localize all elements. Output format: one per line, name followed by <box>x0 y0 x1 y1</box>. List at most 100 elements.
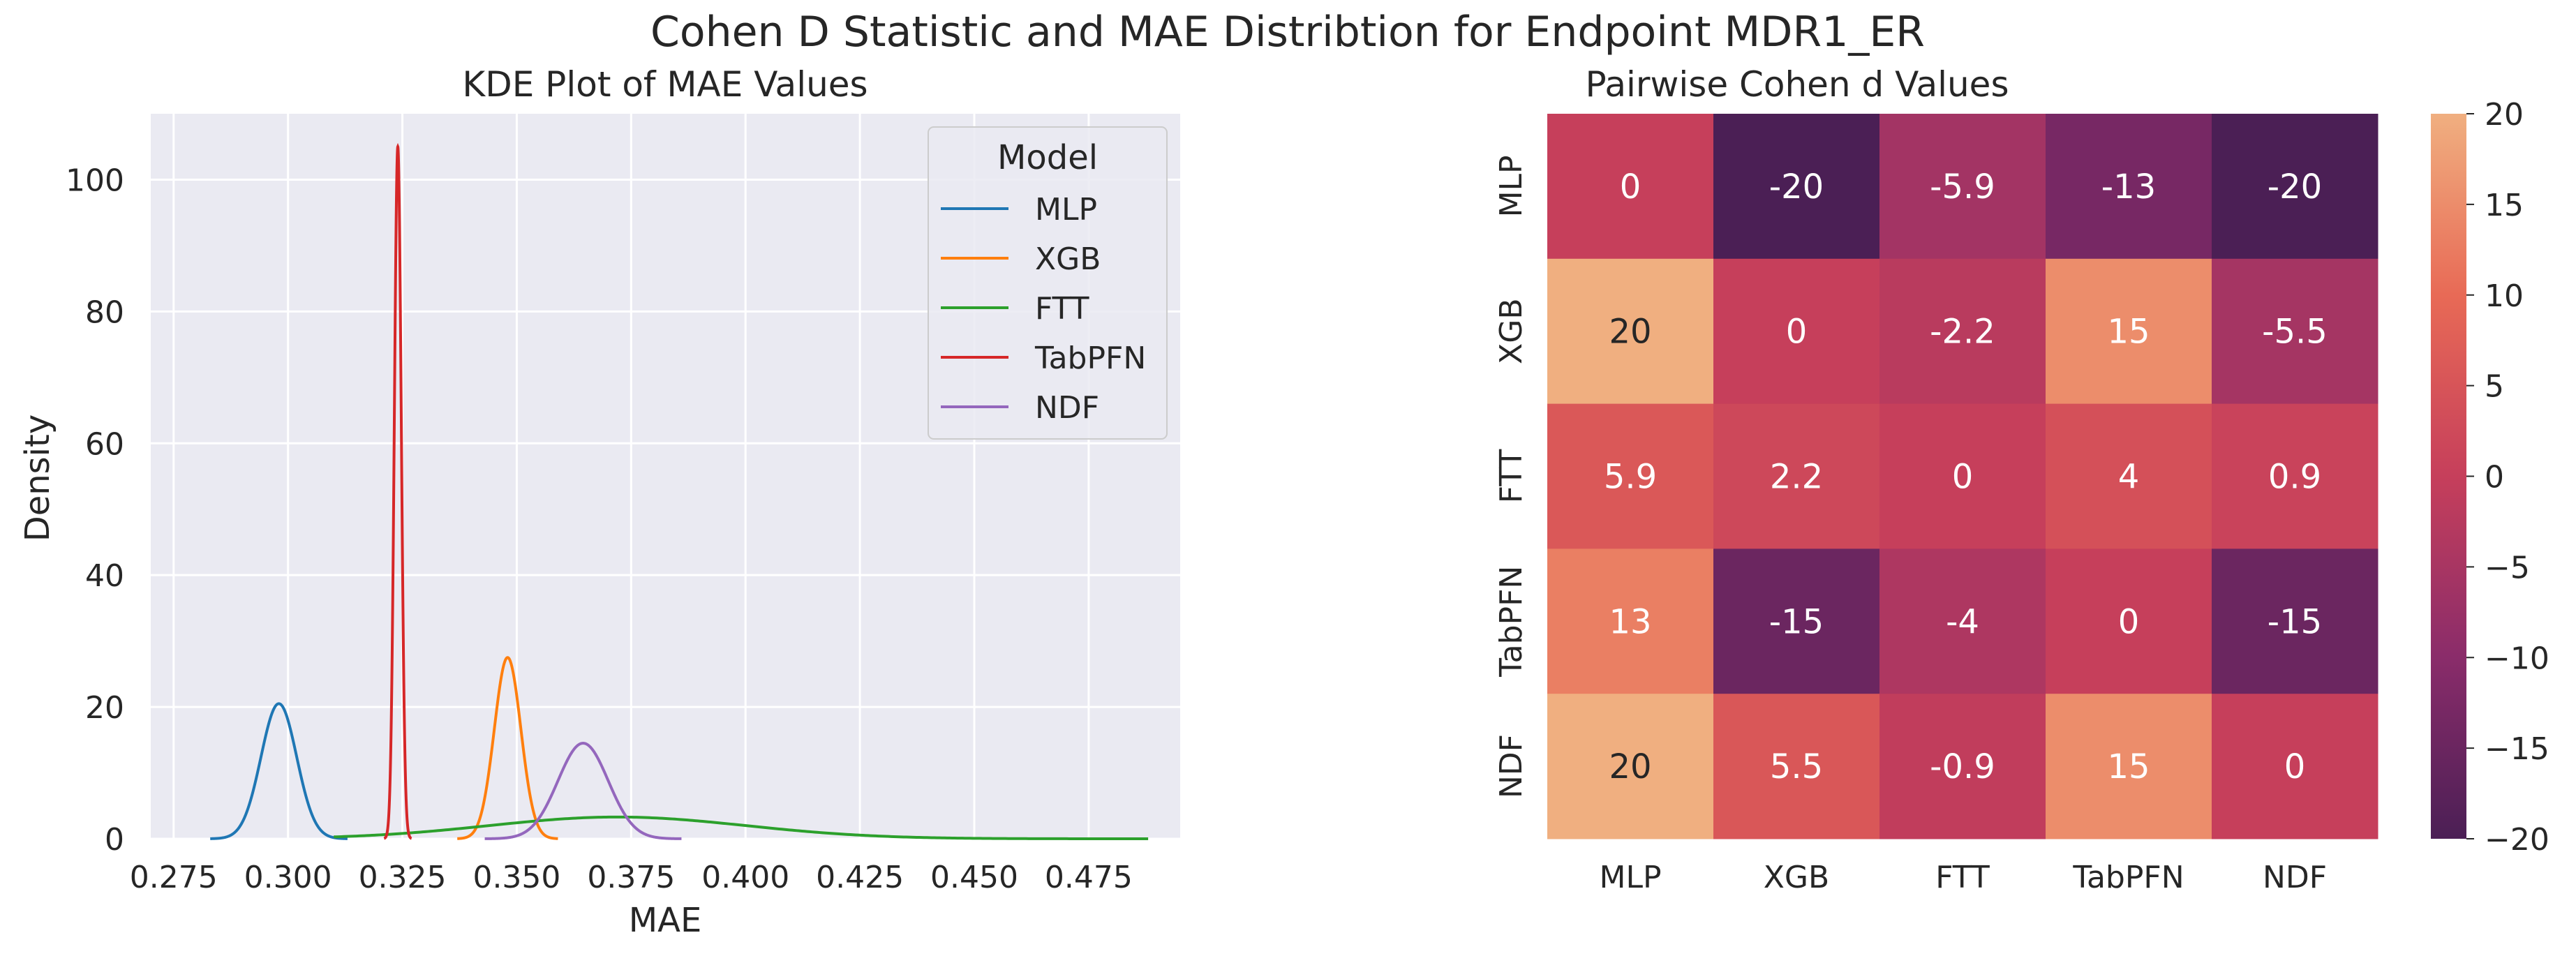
kde-x-tick-label: 0.275 <box>130 860 218 895</box>
colorbar-tick-label: −20 <box>2485 822 2549 858</box>
kde-line-tabpfn <box>383 142 412 840</box>
heatmap-column-label: TabPFN <box>2072 860 2184 895</box>
colorbar-tick-label: 5 <box>2485 369 2504 405</box>
heatmap-cell-value: 13 <box>1609 602 1651 641</box>
kde-x-ticks: 0.275 0.300 0.325 0.350 0.375 0.400 0.425 0.450… <box>130 860 1133 895</box>
kde-title: KDE Plot of MAE Values <box>462 64 868 105</box>
heatmap-cell-value: 0.9 <box>2268 458 2321 497</box>
heatmap-cell-value: -20 <box>2268 167 2322 207</box>
heatmap-cells: 0 -20 -5.9 -13 -20 20 0 -2.2 15 -5.5 5.9 2.2 0 4 0.9 13… <box>1547 114 2378 839</box>
kde-line-mlp <box>210 702 348 840</box>
heatmap-cell-ftt-ftt <box>1879 403 2046 549</box>
heatmap-cell-ndf-xgb <box>1713 694 1880 839</box>
kde-y-tick-label: 100 <box>66 163 124 198</box>
heatmap-column-label: XGB <box>1764 860 1829 895</box>
colorbar <box>2431 114 2466 839</box>
heatmap-cell-value: 5.5 <box>1770 747 1823 786</box>
kde-y-tick-label: 20 <box>85 690 124 726</box>
colorbar-tick-label: −5 <box>2485 550 2530 585</box>
kde-line-xgb <box>457 656 558 840</box>
heatmap-cell-tabpfn-xgb <box>1713 548 1880 694</box>
kde-line-ftt <box>334 815 1149 840</box>
heatmap-cell-value: -5.9 <box>1930 167 1995 207</box>
heatmap-cell-tabpfn-mlp <box>1547 548 1714 694</box>
heatmap-cell-tabpfn-tabpfn <box>2046 548 2212 694</box>
heatmap-cell-value: 15 <box>2107 747 2150 786</box>
heatmap-cell-value: -0.9 <box>1930 747 1995 786</box>
heatmap-row-label: TabPFN <box>1494 566 1529 678</box>
kde-x-tick-label: 0.375 <box>587 860 675 895</box>
heatmap-cell-value: -5.5 <box>2262 313 2328 352</box>
heatmap-cell-value: 2.2 <box>1770 458 1823 497</box>
colorbar-tick-label: 10 <box>2485 278 2524 314</box>
heatmap-row-label: FTT <box>1494 449 1529 504</box>
heatmap-cell-xgb-ftt <box>1879 258 2046 405</box>
legend-frame <box>928 126 1168 440</box>
heatmap-cell-value: 0 <box>2284 747 2306 786</box>
kde-x-tick-label: 0.300 <box>244 860 332 895</box>
heatmap-cell-ndf-ftt <box>1879 694 2046 839</box>
heatmap-cell-xgb-tabpfn <box>2046 258 2212 405</box>
heatmap-cell-value: -20 <box>1769 167 1824 207</box>
heatmap-cell-tabpfn-ndf <box>2212 548 2378 694</box>
kde-x-tick-label: 0.475 <box>1045 860 1133 895</box>
colorbar-tick-label: 0 <box>2485 460 2504 495</box>
kde-y-tick-label: 60 <box>85 426 124 462</box>
legend-label-ndf: NDF <box>1035 390 1099 426</box>
heatmap-cell-xgb-mlp <box>1547 258 1714 405</box>
heatmap-cell-xgb-ndf <box>2212 258 2378 405</box>
heatmap-cell-ftt-tabpfn <box>2046 403 2212 549</box>
heatmap-cell-value: 20 <box>1609 747 1651 786</box>
heatmap-cell-value: 0 <box>1620 167 1641 207</box>
kde-y-axis-label: Density <box>18 414 57 542</box>
heatmap-cell-ftt-ndf <box>2212 403 2378 549</box>
heatmap-cell-ndf-tabpfn <box>2046 694 2212 839</box>
colorbar-tick-label: 15 <box>2485 188 2524 223</box>
legend-label-xgb: XGB <box>1035 241 1101 277</box>
kde-line-ndf <box>484 742 682 840</box>
heatmap-column-label: MLP <box>1599 860 1661 895</box>
heatmap-cell-mlp-mlp <box>1547 114 1714 260</box>
heatmap-cell-value: 15 <box>2107 313 2150 352</box>
heatmap-cell-mlp-ftt <box>1879 114 2046 260</box>
heatmap-cell-tabpfn-ftt <box>1879 548 2046 694</box>
heatmap-cell-xgb-xgb <box>1713 258 1880 405</box>
heatmap-row-label: XGB <box>1494 298 1529 364</box>
heatmap-cell-value: 5.9 <box>1604 458 1657 497</box>
figure-title: Cohen D Statistic and MAE Distribtion fo… <box>650 8 1925 57</box>
heatmap-cell-ftt-xgb <box>1713 403 1880 549</box>
heatmap-cell-value: -2.2 <box>1930 313 1995 352</box>
kde-panel: KDE Plot of MAE Values 0.275 0.300 0.325 0.… <box>18 64 1180 940</box>
kde-x-tick-label: 0.425 <box>816 860 904 895</box>
heatmap-cell-value: -4 <box>1946 602 1979 641</box>
legend-label-ftt: FTT <box>1035 291 1089 327</box>
kde-x-tick-label: 0.450 <box>930 860 1018 895</box>
heatmap-cell-value: -15 <box>1769 602 1824 641</box>
heatmap-cell-value: -13 <box>2101 167 2156 207</box>
heatmap-cell-value: 0 <box>1952 458 1974 497</box>
heatmap-title: Pairwise Cohen d Values <box>1585 64 2009 105</box>
legend-title: Model <box>997 138 1098 177</box>
heatmap-cell-mlp-xgb <box>1713 114 1880 260</box>
kde-series-lines <box>210 142 1149 840</box>
kde-y-tick-label: 40 <box>85 558 124 594</box>
colorbar-ticks: 20 15 10 5 0 −5 −10 −15 −20 <box>2466 97 2549 858</box>
heatmap-cell-ndf-mlp <box>1547 694 1714 839</box>
heatmap-cell-mlp-ndf <box>2212 114 2378 260</box>
heatmap-column-label: FTT <box>1935 860 1990 895</box>
kde-y-tick-label: 0 <box>105 822 124 858</box>
heatmap-cell-value: 20 <box>1609 313 1651 352</box>
heatmap-cell-value: -15 <box>2268 602 2322 641</box>
kde-y-ticks: 0 20 40 60 80 100 <box>66 163 124 858</box>
heatmap-cell-ftt-mlp <box>1547 403 1714 549</box>
heatmap-cell-value: 0 <box>2118 602 2140 641</box>
kde-y-tick-label: 80 <box>85 294 124 330</box>
kde-x-axis-label: MAE <box>629 901 702 940</box>
heatmap-cell-mlp-tabpfn <box>2046 114 2212 260</box>
colorbar-tick-label: 20 <box>2485 97 2524 133</box>
heatmap-cell-ndf-ndf <box>2212 694 2378 839</box>
legend-items: MLP XGB FTT TabPFN NDF <box>941 192 1146 426</box>
kde-legend: Model MLP XGB FTT TabPFN NDF <box>928 126 1168 440</box>
colorbar-tick-label: −10 <box>2485 641 2549 676</box>
